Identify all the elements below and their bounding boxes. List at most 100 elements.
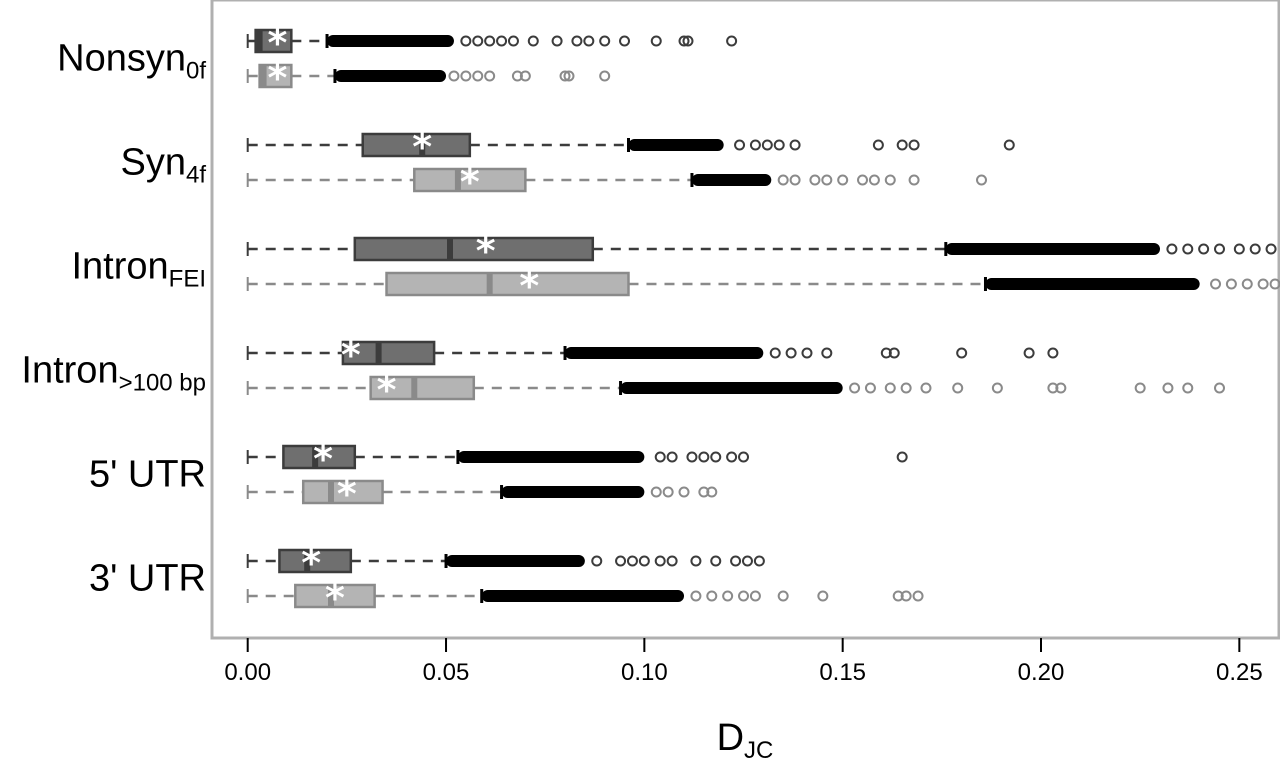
outlier-point (817, 590, 829, 602)
outlier-point (1249, 243, 1261, 255)
box-1-1: * (246, 160, 988, 204)
outlier-point (1241, 278, 1253, 290)
category-label: 3' UTR (89, 558, 206, 600)
mean-marker: * (341, 333, 361, 377)
x-tick-label: 0.00 (224, 659, 271, 686)
outlier-point (519, 70, 531, 82)
outlier-point (952, 382, 964, 394)
box-iqr (341, 340, 436, 366)
outlier-point (626, 555, 638, 567)
box-4-1: * (246, 472, 718, 516)
box-iqr (353, 236, 595, 262)
box-iqr (369, 375, 476, 401)
outlier-point (761, 139, 773, 151)
category-label: Intron>100 bp (21, 350, 206, 397)
outlier-point (892, 590, 904, 602)
outlier-point (1182, 243, 1194, 255)
box-iqr (282, 444, 357, 470)
outlier-point (1047, 382, 1059, 394)
outlier-point (710, 451, 722, 463)
outlier-point (698, 451, 710, 463)
outlier-point (1265, 243, 1277, 255)
outlier-point (777, 590, 789, 602)
outlier-band (481, 590, 685, 602)
outlier-point (920, 382, 932, 394)
box-iqr (301, 479, 384, 505)
outlier-point (1210, 278, 1222, 290)
box-iqr (413, 167, 527, 193)
box-5-1: * (246, 576, 924, 620)
outlier-point (809, 174, 821, 186)
outlier-point (726, 451, 738, 463)
outlier-point (1182, 382, 1194, 394)
x-tick-label: 0.20 (1018, 659, 1065, 686)
plot-frame (210, 0, 1280, 640)
outlier-band (334, 70, 447, 82)
outlier-point (448, 70, 460, 82)
box-2-1: * (246, 264, 1280, 308)
outlier-point (666, 451, 678, 463)
outlier-band (945, 243, 1161, 255)
outlier-point (1023, 347, 1035, 359)
x-axis: 0.00 0.05 0.10 0.15 0.20 0.25 (224, 638, 1263, 686)
outlier-point (884, 382, 896, 394)
outlier-point (900, 590, 912, 602)
outlier-point (484, 35, 496, 47)
x-tick-label: 0.05 (423, 659, 470, 686)
outlier-point (896, 139, 908, 151)
outlier-point (1055, 382, 1067, 394)
outlier-point (908, 139, 920, 151)
outlier-point (650, 35, 662, 47)
mean-marker: * (325, 576, 345, 620)
outlier-point (690, 555, 702, 567)
box-5-0: * (246, 541, 765, 585)
outlier-band (446, 555, 585, 567)
outlier-point (1225, 278, 1237, 290)
outlier-point (868, 174, 880, 186)
outlier-band (501, 486, 645, 498)
box-iqr (361, 132, 472, 158)
outlier-point (460, 35, 472, 47)
outlier-point (976, 174, 988, 186)
outlier-point (864, 382, 876, 394)
outlier-point (1198, 243, 1210, 255)
box-iqr (385, 271, 630, 297)
category-labels: Nonsyn0f Syn4f IntronFEI Intron>100 bp 5' UT… (21, 38, 206, 600)
outlier-band (565, 347, 764, 359)
category-label: Nonsyn0f (57, 38, 206, 85)
outlier-point (460, 70, 472, 82)
outlier-point (1214, 243, 1226, 255)
box-groups: ************ (246, 21, 1280, 620)
outlier-band (628, 139, 724, 151)
outlier-point (591, 555, 603, 567)
outlier-point (599, 70, 611, 82)
x-tick-label: 0.15 (819, 659, 866, 686)
outlier-point (769, 347, 781, 359)
outlier-point (654, 555, 666, 567)
box-1-0: * (246, 125, 1015, 169)
outlier-point (472, 70, 484, 82)
outlier-point (821, 347, 833, 359)
outlier-point (472, 35, 484, 47)
outlier-point (1233, 243, 1245, 255)
outlier-point (801, 347, 813, 359)
outlier-point (1003, 139, 1015, 151)
outlier-point (511, 70, 523, 82)
outlier-point (837, 174, 849, 186)
outlier-point (753, 555, 765, 567)
outlier-band (620, 382, 843, 394)
mean-marker: * (460, 160, 480, 204)
outlier-point (571, 35, 583, 47)
outlier-point (507, 35, 519, 47)
box-iqr (254, 28, 293, 54)
outlier-point (654, 451, 666, 463)
mean-marker: * (476, 229, 496, 273)
outlier-band (457, 451, 645, 463)
x-axis-title: DJC (717, 717, 774, 758)
outlier-point (496, 35, 508, 47)
outlier-point (1257, 278, 1269, 290)
mean-marker: * (301, 541, 321, 585)
outlier-point (884, 174, 896, 186)
outlier-point (1134, 382, 1146, 394)
outlier-point (559, 70, 571, 82)
